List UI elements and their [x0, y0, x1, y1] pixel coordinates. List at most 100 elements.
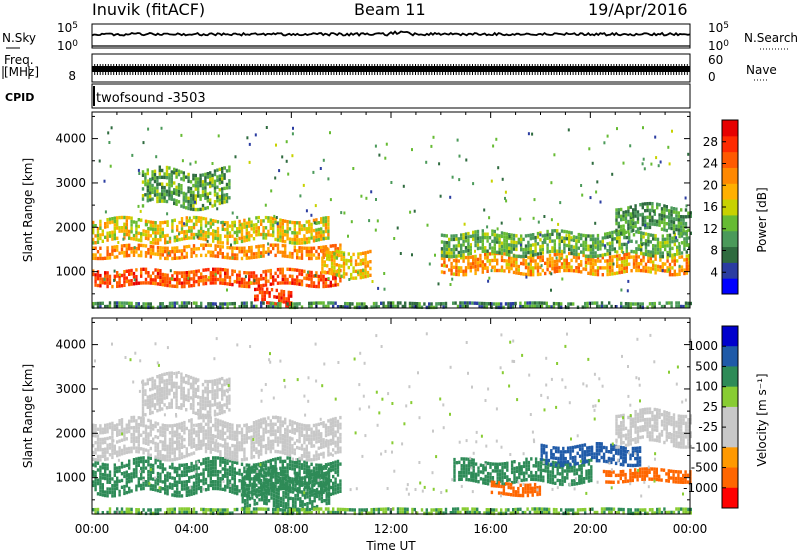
power-cell [599, 253, 602, 258]
velocity-cell [322, 438, 325, 442]
power-cell [673, 242, 676, 247]
power-cell [570, 238, 573, 242]
velocity-cell [188, 486, 191, 490]
power-cell [486, 252, 489, 256]
power-cell [452, 254, 456, 259]
power-cell [548, 305, 551, 309]
power-cell [189, 200, 193, 204]
power-cell [637, 247, 640, 251]
power-scatter-cell [666, 253, 669, 257]
velocity-cell [92, 470, 95, 474]
velocity-cell [233, 460, 236, 464]
velocity-cell [197, 486, 200, 491]
velocity-cell [233, 470, 236, 475]
power-cell [267, 229, 270, 234]
power-cell [128, 233, 131, 237]
velocity-cell [141, 403, 145, 407]
velocity-cell [327, 439, 330, 443]
power-cell [387, 301, 390, 305]
power-cell [219, 267, 222, 272]
power-cell [123, 301, 126, 305]
power-cell [508, 253, 511, 257]
power-cell [293, 245, 296, 249]
power-cell [279, 267, 282, 272]
velocity-cell [159, 429, 162, 434]
velocity-cell [303, 440, 306, 445]
velocity-cell [236, 471, 239, 475]
power-cell [164, 273, 167, 277]
power-cell [165, 199, 169, 204]
velocity-cell [233, 467, 236, 471]
velocity-cell [144, 428, 148, 432]
velocity-cell [288, 453, 292, 457]
power-cell [188, 274, 191, 278]
power-cell [527, 255, 530, 260]
power-cell [161, 189, 164, 193]
power-cell [634, 302, 637, 306]
velocity-cell [188, 453, 191, 457]
power-cell [322, 223, 325, 227]
power-cell [252, 252, 256, 256]
power-cell [508, 246, 511, 250]
power-cell [168, 176, 171, 180]
power-cell [563, 229, 566, 234]
velocity-cell [132, 442, 136, 447]
velocity-cell [190, 489, 193, 493]
power-cell [128, 301, 131, 305]
power-cell [492, 302, 496, 306]
power-cell [604, 235, 607, 240]
velocity-cell [108, 490, 112, 495]
power-cell [276, 238, 280, 242]
power-cell [469, 251, 472, 256]
power-cell [629, 225, 632, 230]
power-cell [445, 234, 448, 238]
power-cell [493, 243, 496, 247]
power-cell [668, 212, 671, 216]
power-cell [293, 234, 296, 238]
power-cell [496, 258, 499, 262]
power-cell [548, 249, 552, 254]
power-cell [340, 264, 343, 268]
velocity-cell [125, 423, 128, 427]
power-cell [118, 229, 121, 233]
nave-tick-top: 60 [708, 53, 723, 67]
velocity-cell [149, 470, 152, 474]
power-scatter-cell [206, 239, 209, 243]
power-cell [450, 254, 453, 259]
power-cell [344, 305, 347, 309]
velocity-cell [147, 469, 150, 474]
velocity-cell [291, 427, 294, 431]
power-cell [629, 222, 632, 226]
power-cell [149, 274, 152, 278]
velocity-cell [231, 466, 234, 470]
power-cell [334, 279, 337, 284]
velocity-cell [190, 452, 193, 456]
power-cell [640, 262, 643, 266]
power-cell [532, 259, 535, 263]
velocity-cell [212, 466, 215, 470]
velocity-cell [274, 457, 277, 461]
power-cell [342, 275, 346, 279]
power-cell [553, 242, 556, 247]
power-cell [159, 227, 162, 232]
power-cell [152, 245, 155, 249]
velocity-cell [274, 429, 277, 433]
power-cell [116, 248, 119, 252]
power-cell [652, 247, 655, 251]
power-cell [350, 272, 353, 277]
power-cell [206, 172, 209, 176]
power-cell [443, 250, 446, 255]
power-cell [584, 247, 588, 252]
velocity-cell [113, 427, 116, 431]
velocity-cell [334, 477, 337, 481]
power-cell [342, 261, 346, 265]
power-cell [197, 247, 200, 251]
power-cell [252, 255, 256, 259]
velocity-cell [156, 482, 160, 486]
power-cell [195, 269, 198, 274]
power-cell [519, 305, 522, 309]
power-cell [448, 237, 451, 242]
power-cell [209, 271, 212, 275]
power-cell [204, 243, 208, 247]
power-cell [182, 205, 185, 209]
